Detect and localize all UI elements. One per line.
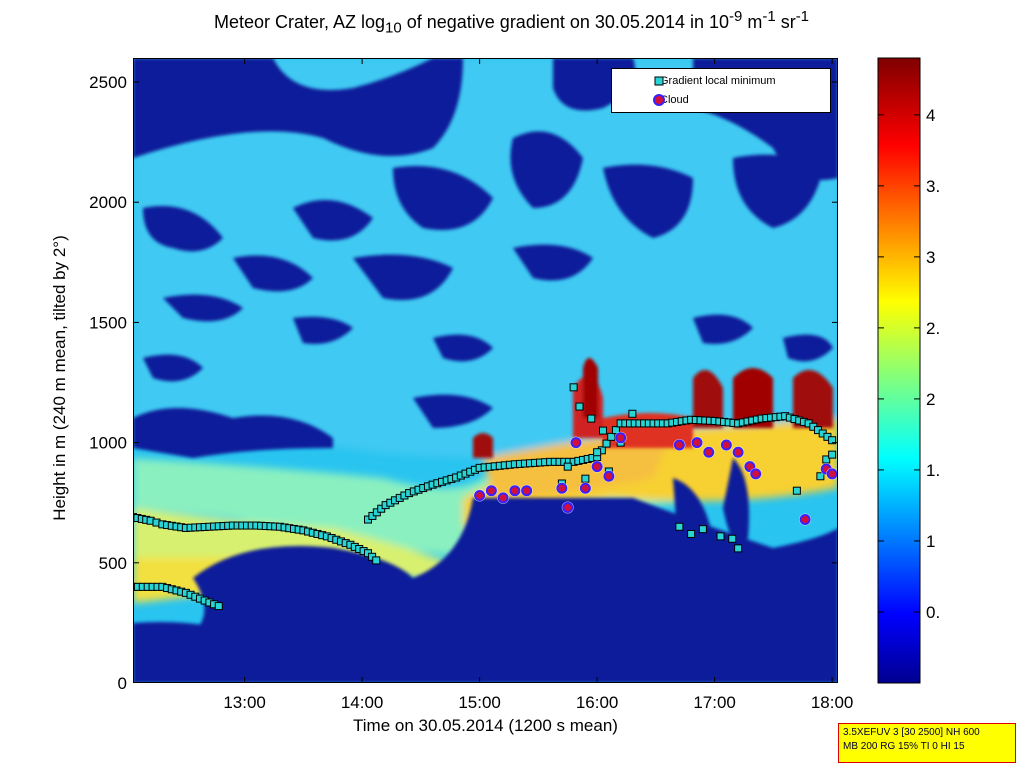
colorbar-ticks: 0.5 1 1.5 2 2.5 3 3.5 4 xyxy=(878,106,940,622)
plot-frame xyxy=(133,58,838,683)
colorbar-tick-label: 2 xyxy=(926,390,935,409)
info-box: 3.5XEFUV 3 [30 2500] NH 600 MB 200 RG 15… xyxy=(838,723,1016,763)
legend: Gradient local minimum Cloud xyxy=(611,68,831,113)
colorbar-tick-label: 3.5 xyxy=(926,177,940,196)
gradient-minimum-marker xyxy=(675,522,684,531)
info-line-2: MB 200 RG 15% TI 0 HI 15 xyxy=(843,741,965,752)
gradient-minimum-marker xyxy=(716,532,725,541)
cloud-marker xyxy=(509,485,521,497)
gradient-minimum-marker xyxy=(602,439,611,448)
x-tick-label: 13:00 xyxy=(223,693,266,712)
gradient-minimum-marker xyxy=(828,436,837,445)
gradient-minimum-marker xyxy=(828,450,837,459)
cloud-marker xyxy=(750,468,762,480)
heatmap-field xyxy=(133,58,838,683)
cloud-marker xyxy=(603,470,615,482)
gradient-minimum-marker xyxy=(214,602,223,611)
gradient-minimum-marker xyxy=(581,474,590,483)
legend-entry-gradient: Gradient local minimum xyxy=(620,73,776,89)
colorbar-tick-label: 4 xyxy=(926,106,935,125)
gradient-minimum-marker xyxy=(575,402,584,411)
x-tick-label: 18:00 xyxy=(811,693,854,712)
colorbar: 0.5 1 1.5 2 2.5 3 3.5 4 xyxy=(877,57,940,684)
x-axis-label: Time on 30.05.2014 (1200 s mean) xyxy=(353,716,618,735)
colorbar-tick-label: 0.5 xyxy=(926,603,940,622)
gradient-minimum-marker xyxy=(792,486,801,495)
colorbar-tick-label: 3 xyxy=(926,248,935,267)
cloud-marker xyxy=(826,468,838,480)
cloud-marker xyxy=(556,482,568,494)
y-tick-label: 500 xyxy=(99,554,127,573)
gradient-minimum-marker xyxy=(372,556,381,565)
x-tick-labels: 13:00 14:00 15:00 16:00 17:00 18:00 xyxy=(223,693,853,712)
cloud-marker xyxy=(474,490,486,501)
gradient-minimum-marker xyxy=(698,525,707,534)
gradient-minimum-marker xyxy=(607,432,616,441)
colorbar-tick-label: 1.5 xyxy=(926,461,940,480)
info-line-1: 3.5XEFUV 3 [30 2500] NH 600 xyxy=(843,727,980,738)
y-tick-label: 0 xyxy=(118,674,127,693)
legend-label-cloud: Cloud xyxy=(660,94,689,106)
y-tick-label: 2000 xyxy=(89,193,127,212)
gradient-minimum-marker xyxy=(599,426,607,435)
gradient-minimum-marker xyxy=(734,544,743,553)
x-tick-label: 15:00 xyxy=(458,693,501,712)
legend-square-marker-icon xyxy=(654,76,664,86)
gradient-minimum-marker xyxy=(593,448,602,457)
colorbar-gradient xyxy=(877,57,921,684)
gradient-minimum-marker xyxy=(611,426,620,435)
gradient-minimum-marker xyxy=(587,414,596,423)
y-tick-labels: 0 500 1000 1500 2000 2500 xyxy=(89,73,127,693)
cloud-marker xyxy=(485,485,497,497)
gradient-minimum-marker xyxy=(728,534,737,543)
cloud-marker xyxy=(691,437,703,449)
x-tick-label: 16:00 xyxy=(576,693,619,712)
gradient-minimum-marker xyxy=(628,409,637,418)
y-tick-marks xyxy=(133,81,838,683)
x-tick-label: 17:00 xyxy=(693,693,736,712)
gradient-minimum-marker xyxy=(563,462,572,471)
cloud-marker xyxy=(570,437,582,449)
cloud-marker xyxy=(497,492,509,504)
x-tick-marks xyxy=(244,58,833,683)
cloud-marker xyxy=(744,461,756,473)
y-axis-label: Height in m (240 m mean, tilted by 2°) xyxy=(50,235,69,521)
legend-circle-marker-icon xyxy=(653,94,665,106)
gradient-minimum-marker xyxy=(569,383,578,392)
gradient-minimum-marker xyxy=(822,455,831,464)
cloud-marker xyxy=(732,446,744,458)
y-tick-label: 1500 xyxy=(89,313,127,332)
x-tick-label: 14:00 xyxy=(341,693,384,712)
y-tick-label: 2500 xyxy=(89,73,127,92)
cloud-marker xyxy=(562,502,574,514)
y-tick-label: 1000 xyxy=(89,434,127,453)
cloud-marker xyxy=(615,432,627,444)
cloud-marker xyxy=(591,461,603,473)
legend-entry-cloud: Cloud xyxy=(620,92,689,108)
heatmap-plot xyxy=(133,58,838,683)
gradient-minimum-marker xyxy=(687,529,696,538)
cloud-marker xyxy=(799,514,811,526)
cloud-marker xyxy=(521,485,533,497)
colorbar-tick-label: 1 xyxy=(926,532,935,551)
gradient-minimum-marker xyxy=(816,472,825,481)
legend-label-gradient: Gradient local minimum xyxy=(660,75,776,87)
series-layer xyxy=(133,383,838,611)
chart-title: Meteor Crater, AZ log10 of negative grad… xyxy=(213,8,810,37)
colorbar-tick-label: 2.5 xyxy=(926,319,940,338)
cloud-marker xyxy=(703,446,715,458)
cloud-marker xyxy=(579,482,591,494)
cloud-marker xyxy=(673,439,685,451)
cloud-marker xyxy=(720,439,732,451)
